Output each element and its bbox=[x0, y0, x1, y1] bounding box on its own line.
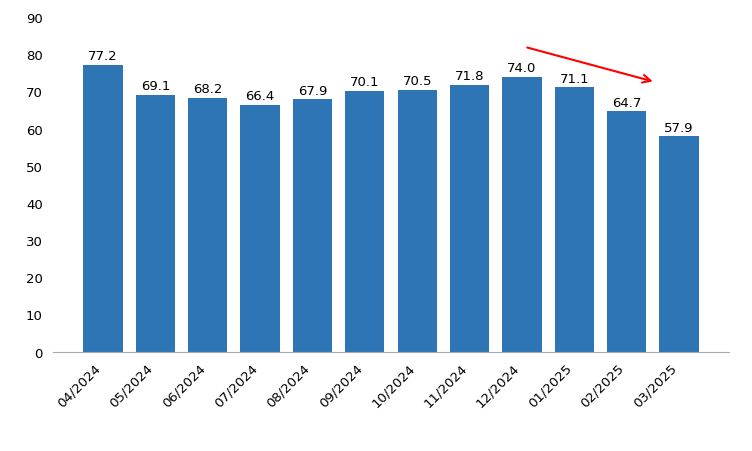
Text: 77.2: 77.2 bbox=[88, 50, 118, 63]
Bar bbox=[241, 106, 280, 352]
Bar bbox=[345, 92, 384, 352]
Bar bbox=[293, 100, 332, 352]
Bar bbox=[660, 137, 699, 352]
Text: 74.0: 74.0 bbox=[508, 62, 537, 75]
Text: 70.1: 70.1 bbox=[350, 76, 380, 89]
Text: 57.9: 57.9 bbox=[664, 121, 694, 134]
Text: 67.9: 67.9 bbox=[298, 84, 327, 97]
Text: 71.1: 71.1 bbox=[559, 73, 589, 86]
Text: 66.4: 66.4 bbox=[245, 90, 274, 103]
Bar bbox=[607, 112, 646, 352]
Bar bbox=[555, 88, 594, 352]
Text: 64.7: 64.7 bbox=[612, 97, 641, 109]
Bar bbox=[83, 65, 123, 352]
Text: 71.8: 71.8 bbox=[455, 70, 484, 83]
Text: 68.2: 68.2 bbox=[193, 83, 223, 96]
Bar bbox=[136, 96, 175, 352]
Bar bbox=[502, 78, 541, 352]
Bar bbox=[450, 86, 490, 352]
Text: 70.5: 70.5 bbox=[402, 75, 432, 88]
Bar bbox=[398, 90, 437, 352]
Text: 69.1: 69.1 bbox=[141, 80, 170, 93]
Bar bbox=[188, 99, 227, 352]
